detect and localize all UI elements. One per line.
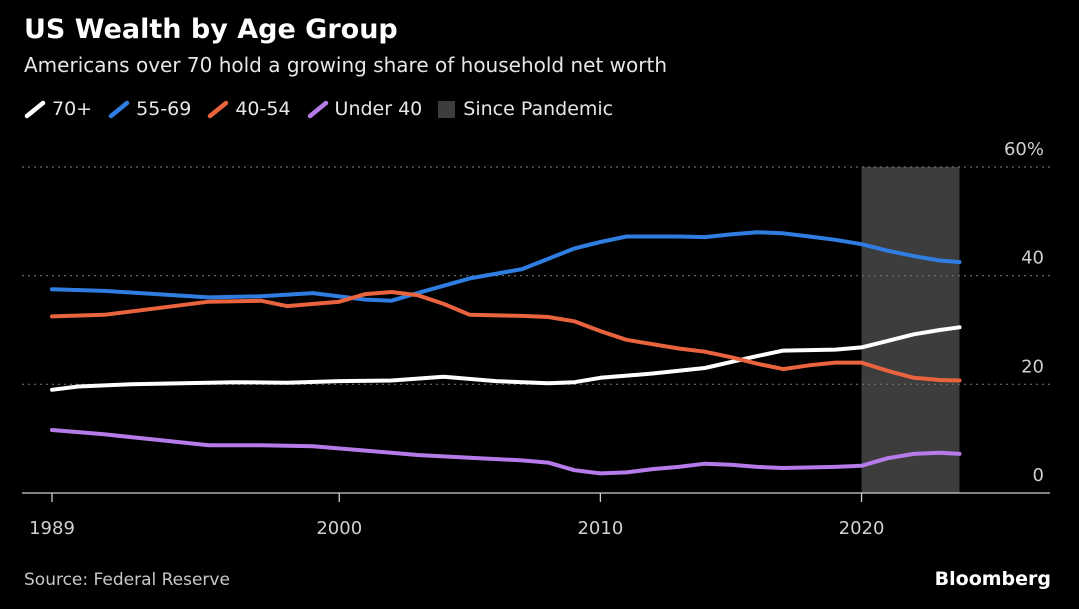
legend-line-40-54: [208, 100, 229, 119]
legend-line-70plus: [24, 100, 46, 119]
legend-line-under-40: [307, 100, 328, 119]
legend-label-55-69: 55-69: [136, 98, 192, 120]
legend-swatch-70plus: [24, 98, 46, 120]
series-line-55-69: [50, 230, 962, 303]
legend-item-since-pandemic: Since Pandemic: [438, 98, 613, 120]
x-tick-label-2010: 2010: [577, 518, 623, 539]
legend-swatch-under-40: [307, 98, 329, 120]
legend-item-40-54: 40-54: [207, 98, 291, 120]
series-line-under-40: [50, 428, 962, 476]
y-tick-label-0: 0: [1033, 465, 1044, 486]
legend-box-since-pandemic: [438, 100, 456, 118]
y-tick-label-60: 60%: [1004, 139, 1044, 160]
legend: 70+ 55-69 40-54 Under 40 Since Pandemic: [24, 98, 629, 120]
series-line-70plus: [50, 325, 962, 392]
legend-item-70plus: 70+: [24, 98, 92, 120]
brand-logo: Bloomberg: [934, 568, 1051, 590]
legend-label-70plus: 70+: [52, 98, 93, 120]
chart-subtitle: Americans over 70 hold a growing share o…: [24, 53, 667, 77]
legend-label-since-pandemic: Since Pandemic: [463, 98, 614, 120]
legend-swatch-55-69: [108, 98, 130, 120]
x-tick-label-2020: 2020: [839, 518, 885, 539]
legend-swatch-40-54: [207, 98, 229, 120]
y-tick-label-40: 40: [1021, 248, 1044, 269]
x-tick-label-1989: 1989: [29, 518, 75, 539]
x-tick-label-2000: 2000: [316, 518, 362, 539]
chart-title: US Wealth by Age Group: [24, 14, 398, 45]
legend-item-under-40: Under 40: [307, 98, 423, 120]
series-line-40-54: [50, 290, 962, 383]
legend-line-55-69: [108, 100, 130, 119]
legend-label-40-54: 40-54: [235, 98, 291, 120]
legend-item-55-69: 55-69: [108, 98, 191, 120]
y-tick-label-20: 20: [1021, 356, 1044, 377]
legend-label-under-40: Under 40: [334, 98, 423, 120]
source-note: Source: Federal Reserve: [24, 570, 230, 590]
